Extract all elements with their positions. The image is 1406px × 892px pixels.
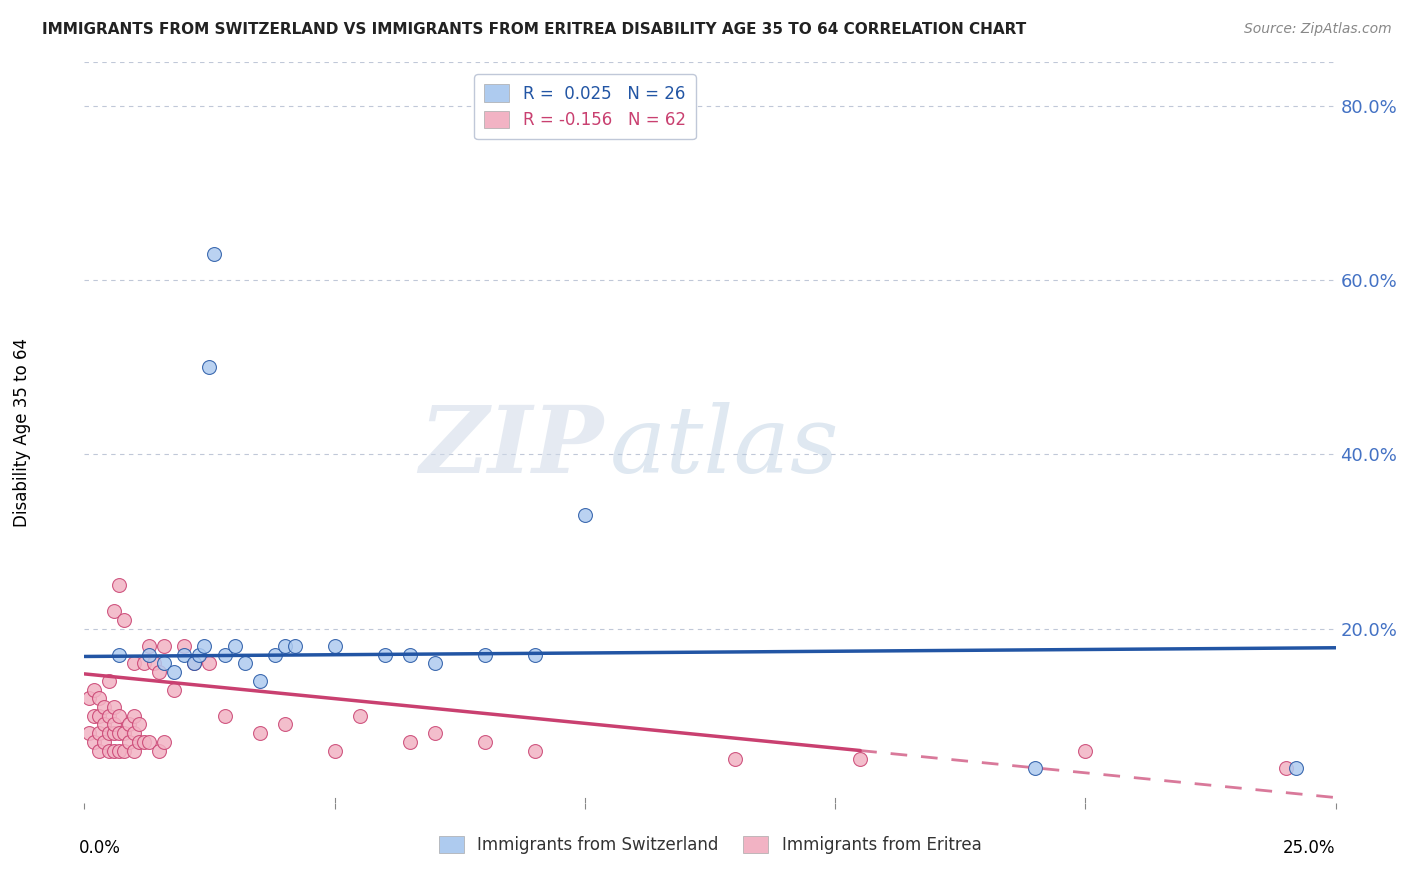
Point: [138, 639, 160, 653]
Point: [349, 708, 371, 723]
Point: [124, 743, 146, 757]
Point: [398, 735, 420, 749]
Point: [89, 743, 111, 757]
Point: [124, 726, 146, 740]
Point: [323, 743, 346, 757]
Point: [83, 682, 105, 697]
Point: [93, 735, 115, 749]
Point: [183, 657, 205, 671]
Point: [474, 648, 496, 662]
Text: 25.0%: 25.0%: [1284, 839, 1336, 857]
Point: [108, 648, 131, 662]
Point: [163, 682, 186, 697]
Point: [198, 360, 221, 375]
Point: [89, 691, 111, 706]
Point: [204, 247, 226, 261]
Point: [89, 726, 111, 740]
Point: [214, 708, 236, 723]
Point: [849, 752, 872, 766]
Point: [1285, 761, 1308, 775]
Text: atlas: atlas: [610, 402, 839, 492]
Point: [523, 648, 546, 662]
Point: [128, 717, 150, 731]
Text: IMMIGRANTS FROM SWITZERLAND VS IMMIGRANTS FROM ERITREA DISABILITY AGE 35 TO 64 C: IMMIGRANTS FROM SWITZERLAND VS IMMIGRANT…: [42, 22, 1026, 37]
Point: [193, 639, 215, 653]
Legend: Immigrants from Switzerland, Immigrants from Eritrea: Immigrants from Switzerland, Immigrants …: [432, 830, 988, 861]
Point: [143, 657, 166, 671]
Point: [138, 735, 160, 749]
Point: [108, 708, 131, 723]
Point: [148, 743, 170, 757]
Text: Source: ZipAtlas.com: Source: ZipAtlas.com: [1244, 22, 1392, 37]
Point: [103, 726, 125, 740]
Point: [83, 735, 105, 749]
Point: [103, 700, 125, 714]
Point: [93, 700, 115, 714]
Text: 0.0%: 0.0%: [79, 839, 121, 857]
Point: [138, 648, 160, 662]
Point: [724, 752, 747, 766]
Point: [112, 613, 135, 627]
Point: [83, 708, 105, 723]
Point: [1024, 761, 1046, 775]
Point: [523, 743, 546, 757]
Point: [374, 648, 396, 662]
Point: [148, 665, 170, 680]
Point: [134, 657, 156, 671]
Point: [474, 735, 496, 749]
Point: [173, 639, 195, 653]
Point: [198, 657, 221, 671]
Point: [93, 717, 115, 731]
Point: [124, 657, 146, 671]
Point: [153, 735, 176, 749]
Point: [118, 735, 141, 749]
Point: [89, 708, 111, 723]
Point: [183, 657, 205, 671]
Point: [112, 726, 135, 740]
Point: [273, 639, 295, 653]
Point: [103, 743, 125, 757]
Point: [214, 648, 236, 662]
Point: [1074, 743, 1097, 757]
Point: [98, 708, 121, 723]
Point: [108, 578, 131, 592]
Point: [163, 665, 186, 680]
Point: [79, 691, 101, 706]
Point: [398, 648, 420, 662]
Point: [423, 726, 446, 740]
Point: [249, 726, 271, 740]
Point: [98, 726, 121, 740]
Point: [574, 508, 596, 523]
Point: [153, 657, 176, 671]
Point: [128, 735, 150, 749]
Point: [108, 743, 131, 757]
Point: [273, 717, 295, 731]
Point: [98, 743, 121, 757]
Point: [1274, 761, 1296, 775]
Point: [263, 648, 285, 662]
Point: [134, 735, 156, 749]
Point: [79, 726, 101, 740]
Point: [233, 657, 256, 671]
Point: [153, 639, 176, 653]
Point: [103, 717, 125, 731]
Point: [124, 708, 146, 723]
Point: [112, 743, 135, 757]
Point: [284, 639, 307, 653]
Text: Disability Age 35 to 64: Disability Age 35 to 64: [13, 338, 31, 527]
Point: [323, 639, 346, 653]
Text: ZIP: ZIP: [419, 402, 603, 492]
Point: [98, 673, 121, 688]
Point: [118, 717, 141, 731]
Point: [188, 648, 211, 662]
Point: [249, 673, 271, 688]
Point: [103, 604, 125, 618]
Point: [108, 726, 131, 740]
Point: [173, 648, 195, 662]
Point: [224, 639, 246, 653]
Point: [423, 657, 446, 671]
